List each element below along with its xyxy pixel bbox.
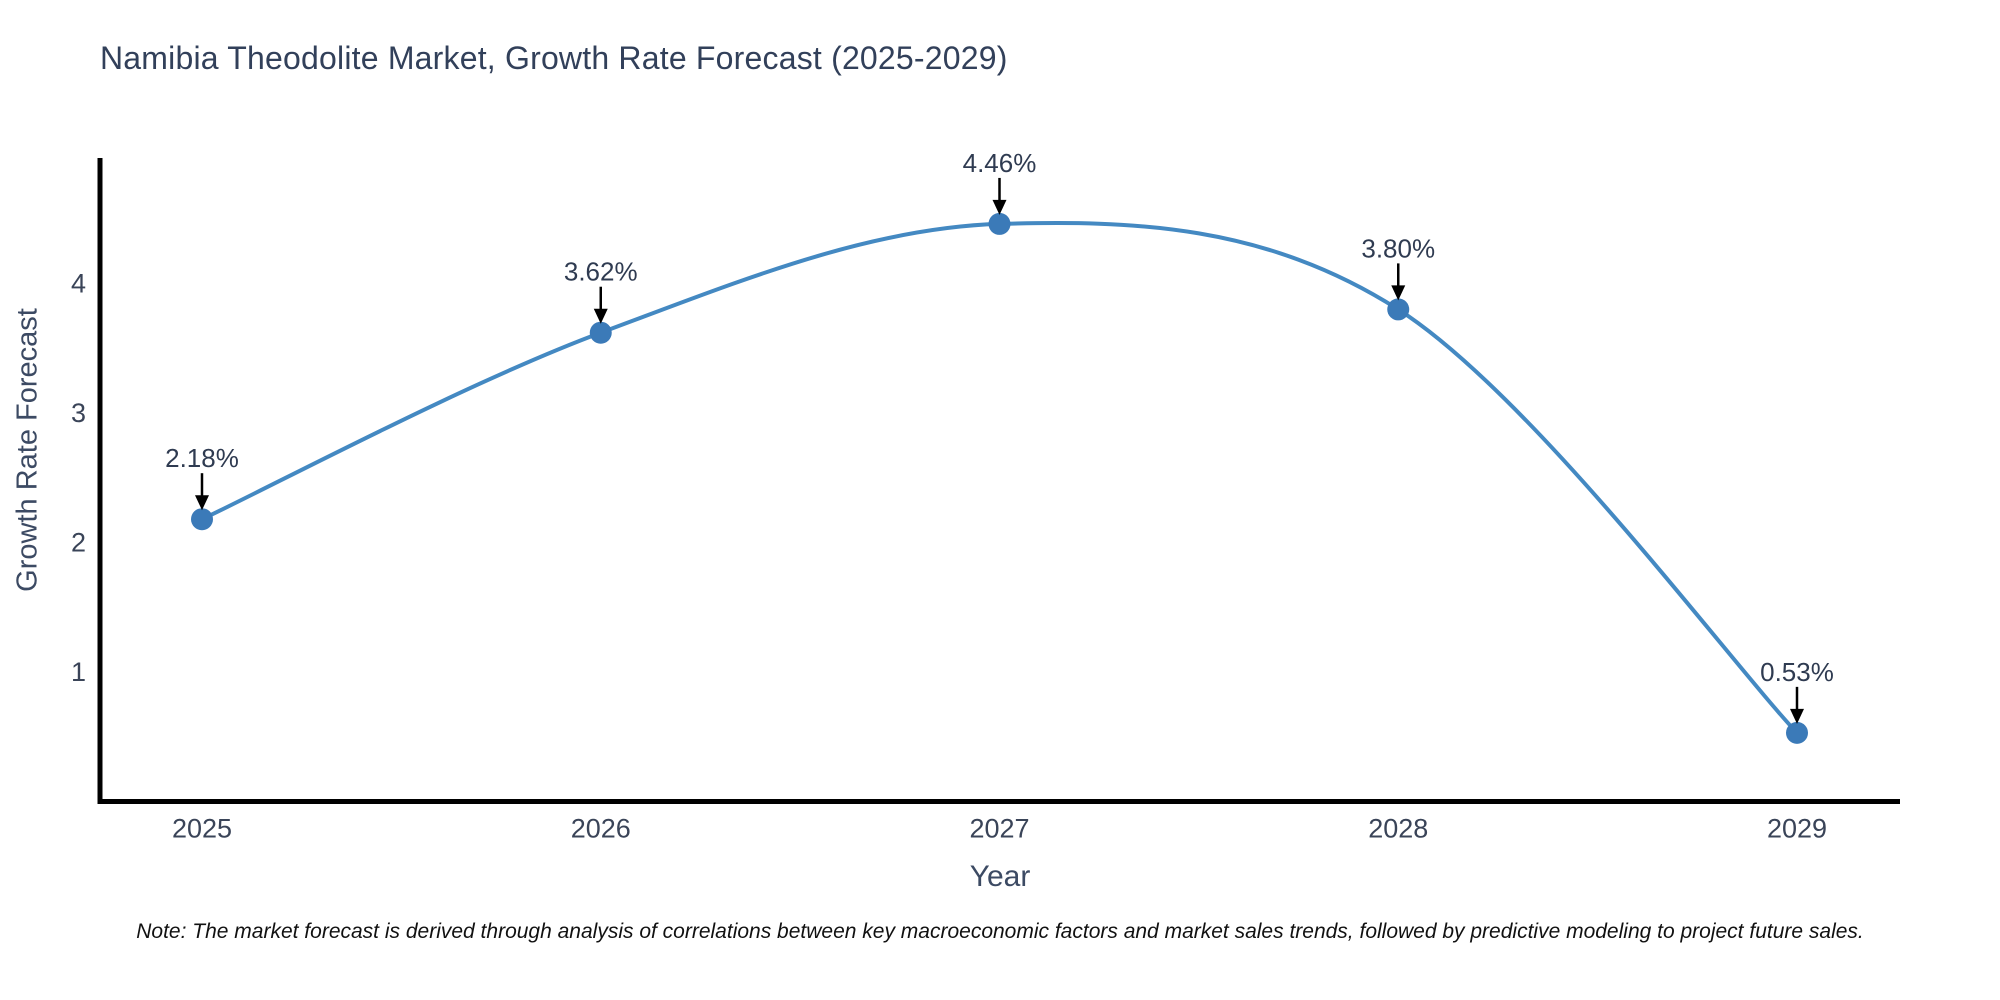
data-point-2029 [1786, 721, 1808, 744]
x-axis-title: Year [969, 860, 1031, 893]
y-tick-label: 2 [71, 528, 86, 558]
annotation-label: 4.46% [963, 148, 1037, 178]
annotation-arrowhead [1391, 285, 1406, 301]
annotation-arrowhead [992, 199, 1007, 215]
annotation-label: 3.62% [564, 257, 638, 287]
x-tick-label: 2028 [1368, 814, 1428, 844]
x-tick-label: 2025 [172, 814, 232, 844]
annotation-arrowhead [593, 308, 608, 324]
x-tick-label: 2026 [571, 814, 631, 844]
data-point-2025 [191, 508, 213, 531]
x-tick-label: 2027 [969, 814, 1029, 844]
annotation-arrowhead [1790, 708, 1804, 724]
forecast-line [201, 220, 1799, 735]
annotation-arrowhead [195, 495, 209, 511]
data-point-2028 [1387, 298, 1410, 321]
y-tick-label: 1 [71, 657, 86, 687]
y-axis-title: Growth Rate Forecast [11, 308, 44, 592]
x-tick-label: 2029 [1767, 814, 1827, 844]
annotation-label: 2.18% [165, 443, 239, 473]
annotation-label: 3.80% [1361, 233, 1435, 263]
annotation-label: 0.53% [1760, 657, 1834, 687]
data-point-2027 [988, 212, 1011, 235]
data-point-2026 [589, 321, 612, 344]
footnote: Note: The market forecast is derived thr… [136, 920, 1864, 943]
chart-title: Namibia Theodolite Market, Growth Rate F… [100, 40, 1008, 76]
y-tick-label: 4 [71, 269, 86, 299]
y-tick-label: 3 [71, 398, 86, 428]
